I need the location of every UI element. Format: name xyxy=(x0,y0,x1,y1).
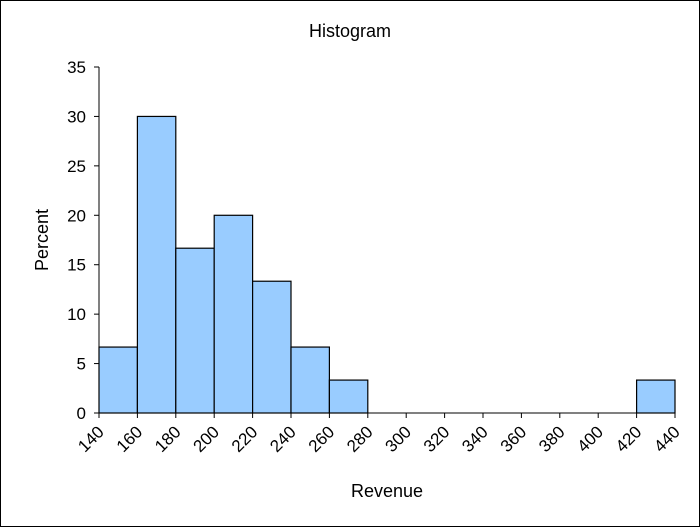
y-tick-label: 5 xyxy=(77,355,86,374)
y-tick-label: 30 xyxy=(67,107,86,126)
histogram-bar-220-240 xyxy=(252,280,292,414)
x-tick-label: 280 xyxy=(343,422,376,455)
x-tick-label: 420 xyxy=(612,422,645,455)
x-tick-label: 260 xyxy=(305,422,338,455)
y-tick-label: 0 xyxy=(77,404,86,423)
x-axis-label: Revenue xyxy=(351,481,423,501)
x-tick-label: 240 xyxy=(266,422,299,455)
x-tick-label: 440 xyxy=(650,422,683,455)
histogram-bar-200-220 xyxy=(213,214,254,414)
y-tick-label: 10 xyxy=(67,305,86,324)
histogram-bar-260-280 xyxy=(328,379,369,414)
histogram-bar-140-160 xyxy=(98,346,139,414)
bars-group xyxy=(98,115,676,414)
y-tick-label: 25 xyxy=(67,157,86,176)
x-tick-label: 300 xyxy=(382,422,415,455)
histogram-bar-240-260 xyxy=(290,346,331,414)
x-tick-label: 380 xyxy=(535,422,568,455)
x-tick-label: 180 xyxy=(151,422,184,455)
x-tick-label: 400 xyxy=(574,422,607,455)
axes-group xyxy=(98,67,675,414)
x-ticks-group: 140 160 180 200 220 240 260 280 300 320 340 360 380 4… xyxy=(74,413,684,456)
x-tick-label: 320 xyxy=(420,422,453,455)
x-tick-label: 140 xyxy=(74,422,107,455)
y-tick-label: 20 xyxy=(67,206,86,225)
y-ticks-group: 0 5 10 15 20 25 30 35 xyxy=(67,58,99,423)
x-tick-label: 340 xyxy=(458,422,491,455)
x-tick-label: 200 xyxy=(190,422,223,455)
y-tick-label: 15 xyxy=(67,256,86,275)
histogram-bar-420-440 xyxy=(635,379,676,414)
x-tick-label: 160 xyxy=(113,422,146,455)
x-tick-label: 220 xyxy=(228,422,261,455)
chart-title: Histogram xyxy=(309,21,391,41)
histogram-bar-160-180 xyxy=(136,115,177,414)
x-tick-label: 360 xyxy=(497,422,530,455)
histogram-bar-180-200 xyxy=(175,247,215,414)
y-tick-label: 35 xyxy=(67,58,86,77)
y-axis-label: Percent xyxy=(32,209,52,271)
